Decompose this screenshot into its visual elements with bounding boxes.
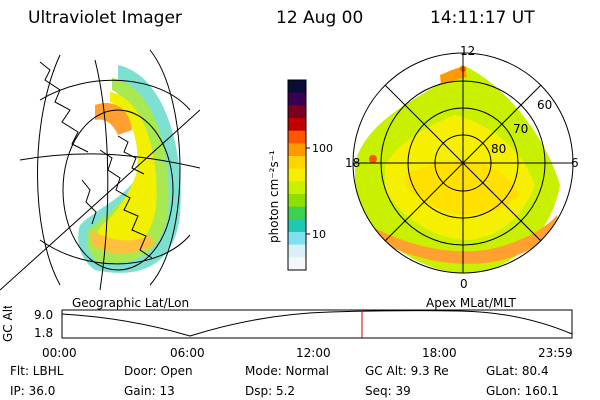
right-panel-caption: Apex MLat/MLT bbox=[426, 296, 516, 310]
track-xticks: 00:00 06:00 12:00 18:00 23:59 bbox=[42, 346, 573, 360]
track-xtick-label: 06:00 bbox=[170, 346, 205, 360]
colorbar-segment bbox=[288, 206, 306, 220]
geographic-image bbox=[0, 49, 200, 291]
footer-dsp: Dsp: 5.2 bbox=[245, 384, 296, 398]
footer-gain: Gain: 13 bbox=[124, 384, 175, 398]
colorbar-segment bbox=[288, 80, 306, 94]
colorbar-segment bbox=[288, 244, 306, 258]
track-xtick-label: 00:00 bbox=[42, 346, 77, 360]
colorbar: 100 10 photon cm⁻²s⁻¹ bbox=[267, 79, 333, 271]
footer-seq: Seq: 39 bbox=[365, 384, 411, 398]
polar-dial: 12 18 6 0 60 70 80 bbox=[345, 45, 579, 291]
colorbar-tick-label: 10 bbox=[312, 228, 326, 241]
lat-label-80: 80 bbox=[491, 142, 506, 156]
footer-glat: GLat: 80.4 bbox=[486, 364, 549, 378]
colorbar-segment bbox=[288, 105, 306, 119]
track-axis-title: GC Alt bbox=[1, 306, 15, 342]
footer-mode: Mode: Normal bbox=[245, 364, 329, 378]
colorbar-frame bbox=[287, 79, 307, 271]
colorbar-segment bbox=[288, 232, 306, 246]
mlt-label-18: 18 bbox=[345, 156, 360, 170]
footer-gcalt: GC Alt: 9.3 Re bbox=[365, 364, 449, 378]
colorbar-segment bbox=[288, 168, 306, 182]
footer-ip: IP: 36.0 bbox=[10, 384, 56, 398]
colorbar-segment bbox=[288, 143, 306, 157]
footer-glon: GLon: 160.1 bbox=[486, 384, 559, 398]
track-xtick-label: 12:00 bbox=[296, 346, 331, 360]
colorbar-segment bbox=[288, 257, 306, 271]
colorbar-segment bbox=[288, 219, 306, 233]
track-xtick-label: 23:59 bbox=[538, 346, 573, 360]
lat-label-60: 60 bbox=[537, 98, 552, 112]
left-panel-caption: Geographic Lat/Lon bbox=[72, 296, 190, 310]
colorbar-segment bbox=[288, 92, 306, 106]
date-label: 12 Aug 00 bbox=[276, 8, 364, 28]
time-label: 14:11:17 UT bbox=[430, 8, 535, 28]
colorbar-unit-label: photon cm⁻²s⁻¹ bbox=[267, 150, 281, 243]
instrument-title: Ultraviolet Imager bbox=[28, 8, 182, 28]
colorbar-segment bbox=[288, 118, 306, 132]
track-xtick-label: 18:00 bbox=[422, 346, 457, 360]
mlt-label-12: 12 bbox=[460, 45, 475, 58]
track-ytick-low: 1.8 bbox=[34, 326, 53, 340]
lat-label-70: 70 bbox=[513, 122, 528, 136]
track-ytick-high: 9.0 bbox=[34, 308, 53, 322]
colorbar-segment bbox=[288, 156, 306, 170]
footer-door: Door: Open bbox=[124, 364, 193, 378]
mlt-label-6: 6 bbox=[571, 156, 579, 170]
colorbar-segment bbox=[288, 194, 306, 208]
colorbar-tick-label: 100 bbox=[312, 142, 333, 155]
colorbar-segment bbox=[288, 181, 306, 195]
altitude-track: GC Alt 9.0 1.8 00:00 06:00 12:00 18:00 23:59 bbox=[1, 306, 573, 360]
mlt-label-0: 0 bbox=[460, 277, 468, 291]
colorbar-segment bbox=[288, 130, 306, 144]
footer-flt: Flt: LBHL bbox=[10, 364, 64, 378]
